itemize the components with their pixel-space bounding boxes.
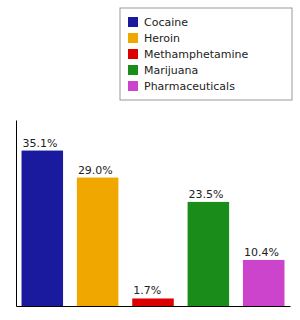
y-axis <box>16 121 17 307</box>
data-labels: 35.1% 29.0% 1.7% 23.5% 10.4% <box>23 137 279 298</box>
x-axis <box>17 306 291 307</box>
legend-label: Heroin <box>144 32 180 45</box>
data-label: 23.5% <box>189 188 224 201</box>
axis-line <box>17 306 291 307</box>
plot: 35.1% 29.0% 1.7% 23.5% 10.4% <box>17 121 291 307</box>
data-label: 35.1% <box>23 137 58 150</box>
legend-label: Marijuana <box>144 64 198 77</box>
data-label: 10.4% <box>244 246 279 259</box>
legend-swatch <box>128 49 138 59</box>
legend-swatch <box>128 81 138 91</box>
chart: Cocaine Heroin Methamphetamine Marijuana Pha… <box>0 0 300 320</box>
legend: Cocaine Heroin Methamphetamine Marijuana Pha… <box>120 8 292 100</box>
data-label: 1.7% <box>133 284 161 297</box>
axis-line <box>16 121 17 307</box>
bar <box>22 151 64 306</box>
legend-label: Methamphetamine <box>144 48 249 61</box>
bar <box>188 202 230 306</box>
bar <box>77 178 119 306</box>
bar <box>243 260 285 306</box>
legend-label: Pharmaceuticals <box>144 80 235 93</box>
bars <box>22 151 285 306</box>
legend-label: Cocaine <box>144 16 188 29</box>
bar <box>132 298 174 306</box>
legend-box <box>120 8 292 100</box>
data-label: 29.0% <box>78 164 113 177</box>
legend-swatch <box>128 17 138 27</box>
legend-swatch <box>128 33 138 43</box>
legend-swatch <box>128 65 138 75</box>
